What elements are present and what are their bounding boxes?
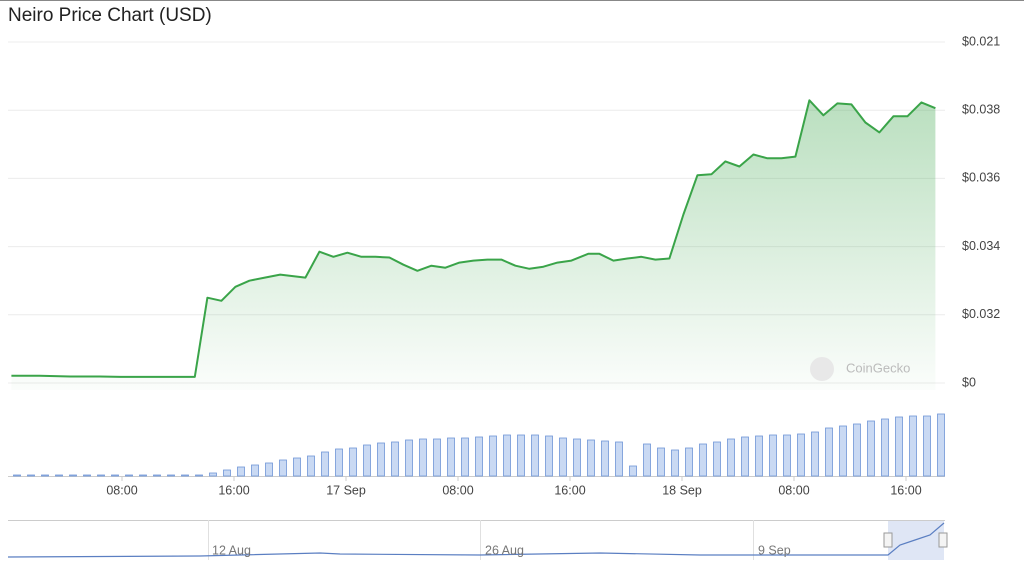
volume-bar <box>97 474 105 477</box>
navigator-label: 9 Sep <box>758 543 791 557</box>
navigator-label: 12 Aug <box>212 543 251 557</box>
volume-bar <box>111 474 119 477</box>
volume-bar <box>349 447 357 477</box>
y-tick-label: $0.034 <box>962 239 1000 253</box>
volume-bar <box>41 474 49 477</box>
volume-bar <box>867 420 875 477</box>
volume-bar <box>363 444 371 477</box>
volume-bar <box>825 427 833 477</box>
watermark: CoinGecko <box>810 357 910 381</box>
volume-bar <box>685 447 693 477</box>
volume-bar <box>545 435 553 477</box>
x-tick-label: 16:00 <box>554 483 585 497</box>
volume-bar <box>769 434 777 477</box>
volume-bar <box>727 438 735 477</box>
volume-bar <box>377 442 385 477</box>
volume-bar <box>209 472 217 477</box>
volume-bar <box>713 441 721 477</box>
navigator-label: 26 Aug <box>485 543 524 557</box>
volume-bar <box>881 418 889 477</box>
volume-bar <box>475 436 483 477</box>
volume-bar <box>27 474 35 477</box>
y-tick-label: $0.021 <box>962 34 1000 48</box>
volume-bar <box>517 434 525 477</box>
volume-bar <box>153 474 161 477</box>
x-tick-label: 16:00 <box>218 483 249 497</box>
volume-bar <box>223 469 231 477</box>
navigator-line <box>7 522 945 558</box>
x-tick-label: 08:00 <box>442 483 473 497</box>
volume-bar <box>419 438 427 477</box>
volume-bar <box>335 448 343 477</box>
volume-bar <box>167 474 175 477</box>
volume-bar <box>895 416 903 477</box>
volume-bar <box>293 457 301 477</box>
volume-bar <box>587 439 595 477</box>
x-tick-label: 08:00 <box>778 483 809 497</box>
watermark-logo <box>810 357 834 381</box>
y-tick-label: $0.038 <box>962 102 1000 116</box>
volume-bar <box>503 434 511 477</box>
volume-bar <box>83 474 91 477</box>
x-tick-label: 08:00 <box>106 483 137 497</box>
volume-bar <box>321 451 329 477</box>
volume-bar <box>55 474 63 477</box>
volume-bar <box>433 438 441 477</box>
volume-bar <box>839 425 847 477</box>
volume-bar <box>447 437 455 477</box>
volume-bar <box>699 443 707 477</box>
volume-bar <box>643 443 651 477</box>
y-tick-label: $0.032 <box>962 307 1000 321</box>
volume-bar <box>307 455 315 477</box>
navigator-handle[interactable] <box>938 532 948 548</box>
navigator-window[interactable] <box>888 521 944 560</box>
volume-bar <box>461 437 469 477</box>
navigator: 12 Aug 26 Aug 9 Sep <box>7 520 948 560</box>
volume-bar <box>741 436 749 477</box>
volume-bar <box>69 474 77 477</box>
volume-bar <box>139 474 147 477</box>
volume-bar <box>391 441 399 477</box>
price-line <box>11 99 936 378</box>
volume-bar <box>279 459 287 477</box>
volume-bar <box>615 441 623 477</box>
volume-bar <box>923 415 931 477</box>
volume-bar <box>909 415 917 477</box>
volume-bar <box>265 462 273 477</box>
y-tick-label: $0.036 <box>962 171 1000 185</box>
volume-bar <box>531 434 539 477</box>
y-tick-label: $0 <box>962 375 976 389</box>
volume-bar <box>13 474 21 477</box>
chart-title: Neiro Price Chart (USD) <box>8 5 212 26</box>
volume-bar <box>559 437 567 477</box>
volume-bar <box>671 449 679 477</box>
volume-bar <box>573 438 581 477</box>
x-tick-label: 16:00 <box>890 483 921 497</box>
volume-bar <box>797 433 805 477</box>
price-area <box>11 100 936 391</box>
navigator-handle[interactable] <box>883 532 893 548</box>
x-tick-label: 18 Sep <box>662 483 702 497</box>
volume-bar <box>811 431 819 477</box>
volume-bar <box>195 474 203 477</box>
watermark-text: CoinGecko <box>846 360 910 375</box>
volume-bar <box>489 435 497 477</box>
volume-bar <box>783 434 791 477</box>
volume-bar <box>237 466 245 477</box>
volume-bar <box>181 474 189 477</box>
x-tick-label: 17 Sep <box>326 483 366 497</box>
volume-bar <box>405 439 413 477</box>
volume-bar <box>937 413 945 477</box>
volume-bar <box>629 465 637 477</box>
volume-bar <box>251 464 259 477</box>
volume-bar <box>657 447 665 477</box>
volume-bar <box>755 435 763 477</box>
volume-bar <box>601 440 609 477</box>
volume-bar <box>853 423 861 477</box>
volume-bar <box>125 474 133 477</box>
